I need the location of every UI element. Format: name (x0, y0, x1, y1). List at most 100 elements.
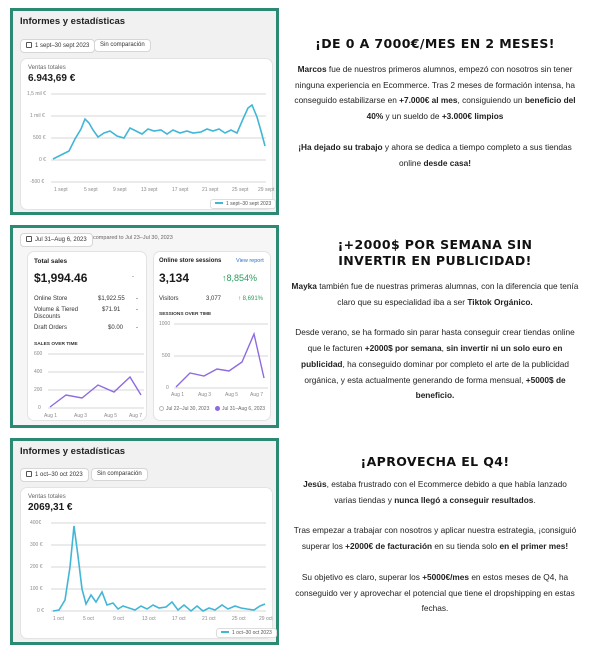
y-tick: 500 € (33, 135, 46, 141)
breakdown-row-label: Volume & Tiered Discounts (34, 307, 79, 320)
emphasis-text: Tiktok Orgánico. (467, 296, 533, 307)
section-heading: ¡DE 0 A 7000€/MES EN 2 MESES! (315, 36, 555, 51)
compared-range: compared to Jul 23–Jul 30, 2023 (93, 235, 173, 241)
emphasis-text: +2000€ de facturación (345, 541, 433, 552)
y-tick: -500 € (30, 179, 45, 185)
body-text: fue de nuestros primeros alumnos, empezó… (294, 64, 575, 106)
calendar-icon (26, 42, 32, 48)
legend-swatch (215, 202, 223, 204)
emphasis-text: desde casa! (423, 157, 471, 168)
x-tick: 1 oct (53, 616, 64, 622)
date-range-button[interactable]: 1 oct–30 oct 2023 (20, 468, 89, 482)
y-tick: 0 € (39, 157, 46, 163)
breakdown-row-delta: - (136, 325, 138, 331)
chart-legend: 1 oct–30 oct 2023 (216, 628, 277, 638)
x-tick: 25 sept (232, 187, 249, 193)
breakdown-row-value: $0.00 (108, 325, 124, 331)
testimonial-paragraph: Desde verano, se ha formado sin parar ha… (291, 325, 579, 404)
body-text: , ha conseguido dominar por completo el … (304, 358, 569, 385)
legend-swatch (221, 631, 229, 633)
total-sales-card: Total sales $1,994.46 - Online Store $1,… (27, 251, 147, 421)
y-tick: 0 (38, 405, 41, 411)
emphasis-text: +5000$ de beneficio. (415, 374, 566, 401)
testimonial-paragraph: Jesús, estaba frustrado con el Ecommerce… (291, 477, 579, 508)
date-range-button[interactable]: 1 sept–30 sept 2023 (20, 39, 96, 53)
total-sales-label: Total sales (34, 258, 68, 265)
date-range-label: 1 sept–30 sept 2023 (35, 43, 90, 49)
x-tick: Aug 1 (171, 392, 185, 398)
testimonial-paragraph: Tras empezar a trabajar con nosotros y a… (291, 523, 579, 554)
body-text: Desde verano, se ha formado sin parar ha… (295, 327, 575, 354)
x-tick: Aug 7 (250, 392, 264, 398)
section-heading: ¡APROVECHA EL Q4! (360, 454, 510, 469)
visitors-label: Visitors (159, 296, 179, 302)
sessions-label: Online store sessions (159, 258, 222, 264)
metric-value: 2069,31 € (28, 502, 73, 513)
x-tick: Aug 1 (44, 413, 58, 419)
sales-series-line (52, 103, 266, 160)
y-tick: 0 (166, 385, 169, 391)
body-text: , consiguiendo un (457, 95, 525, 106)
calendar-icon (26, 471, 32, 477)
breakdown-row-label: Online Store (34, 296, 68, 302)
emphasis-text: +3.000€ limpios (441, 111, 504, 122)
comparison-button[interactable]: Sin comparación (91, 468, 148, 481)
section-heading: ¡+2000$ POR SEMANA SIN INVERTIR EN PUBLI… (337, 237, 533, 268)
y-tick: 1 mil € (30, 113, 45, 119)
x-tick: 29 oct (259, 616, 273, 622)
comparison-button[interactable]: Sin comparación (94, 39, 151, 52)
emphasis-text: Marcos (297, 64, 327, 74)
x-tick: 9 oct (113, 616, 124, 622)
x-tick: 21 oct (202, 616, 216, 622)
visitors-growth: ↑ 8,691% (238, 296, 264, 302)
emphasis-text: Mayka (291, 281, 317, 291)
sales-series-line (49, 375, 142, 408)
breakdown-row-delta: - (136, 307, 138, 313)
emphasis-text: ¡Ha dejado su trabajo (298, 141, 383, 152)
y-tick: 100 € (30, 586, 43, 592)
x-tick: 29 sept (258, 187, 275, 193)
x-tick: 13 sept (141, 187, 158, 193)
x-tick: 25 oct (232, 616, 246, 622)
date-range-label: 1 oct–30 oct 2023 (35, 472, 83, 478)
body-text: y ahora se dedica a tiempo completo a su… (382, 141, 572, 168)
testimonial-paragraph: Mayka también fue de nuestras primeras a… (291, 279, 579, 310)
chart-legend: 1 sept–30 sept 2023 (210, 199, 277, 209)
x-tick: 17 sept (172, 187, 189, 193)
metric-label: Ventas totales (28, 65, 66, 71)
testimonial-jesus: ¡APROVECHA EL Q4! Jesús, estaba frustrad… (291, 454, 579, 617)
testimonial-mayka: ¡+2000$ POR SEMANA SIN INVERTIR EN PUBLI… (291, 237, 579, 404)
x-tick: 1 sept (54, 187, 68, 193)
sessions-over-time-chart (174, 323, 268, 389)
y-tick: 300 € (30, 542, 43, 548)
sales-over-time-label: SALES OVER TIME (34, 342, 78, 347)
emphasis-text: sin invertir ni un solo euro en publicid… (301, 343, 563, 369)
total-sales-value: $1,994.46 (34, 271, 88, 285)
date-range-button[interactable]: Jul 31–Aug 6, 2023 (20, 233, 93, 247)
x-tick: Aug 7 (129, 413, 143, 419)
x-tick: Aug 3 (198, 392, 212, 398)
y-tick: 200 (34, 387, 43, 393)
y-tick: 600 (34, 351, 43, 357)
breakdown-row-value: $1,922.55 (98, 296, 125, 302)
breakdown-row-label: Draft Orders (34, 325, 68, 331)
sales-over-time-chart (48, 353, 144, 409)
body-text: y un sueldo de (383, 111, 442, 122)
legend-label: 1 oct–30 oct 2023 (232, 630, 272, 636)
x-tick: Aug 5 (104, 413, 118, 419)
emphasis-text: nunca llegó a conseguir resultados (394, 494, 534, 505)
x-tick: 5 oct (83, 616, 94, 622)
body-text: , estaba frustrado con el Ecommerce debi… (326, 479, 567, 505)
metric-value: 6.943,69 € (28, 73, 76, 84)
sessions-card: Online store sessions View report 3,134 … (153, 251, 271, 421)
y-tick: 1000 (159, 321, 171, 327)
x-tick: 9 sept (113, 187, 127, 193)
emphasis-text: +2000$ por semana (364, 343, 442, 354)
x-tick: 21 sept (202, 187, 219, 193)
testimonial-paragraph: ¡Ha dejado su trabajo y ahora se dedica … (291, 140, 579, 171)
x-tick: Aug 3 (74, 413, 88, 419)
view-report-link[interactable]: View report (236, 258, 264, 264)
breakdown-row-delta: - (136, 296, 138, 302)
x-tick: Aug 5 (225, 392, 239, 398)
legend-current: Jul 31–Aug 6, 2023 (215, 406, 265, 412)
